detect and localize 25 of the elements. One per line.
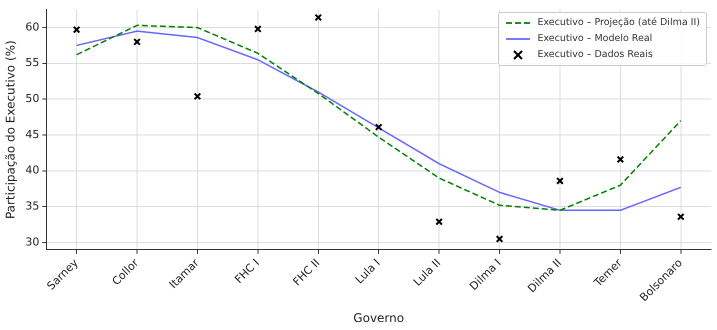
point	[254, 25, 262, 33]
y-tick-label: 55	[25, 56, 40, 70]
point	[435, 218, 443, 226]
y-tick-label: 50	[25, 92, 40, 106]
y-tick-label: 60	[25, 20, 40, 34]
x-tick-label: Lula I	[352, 256, 383, 286]
y-tick-label: 40	[25, 164, 40, 177]
point	[133, 38, 141, 46]
point	[194, 92, 202, 100]
point	[374, 123, 383, 131]
point	[616, 156, 624, 164]
point	[314, 14, 322, 22]
legend-label: Executivo – Modelo Real	[537, 33, 652, 44]
point	[496, 235, 504, 243]
y-tick-label: 30	[25, 235, 40, 248]
point	[556, 177, 564, 185]
y-tick-label: 45	[25, 128, 40, 141]
y-tick-label: 35	[25, 200, 40, 213]
point	[676, 212, 685, 221]
legend-label: Executivo – Dados Reais	[537, 49, 653, 60]
x-axis-title: Governo	[353, 310, 404, 325]
y-axis-title: Participação do Executivo (%)	[3, 40, 18, 220]
legend-label: Executivo – Projeção (até Dilma II)	[537, 17, 700, 28]
point	[72, 26, 80, 34]
x-tick-label: Lula II	[410, 256, 444, 289]
